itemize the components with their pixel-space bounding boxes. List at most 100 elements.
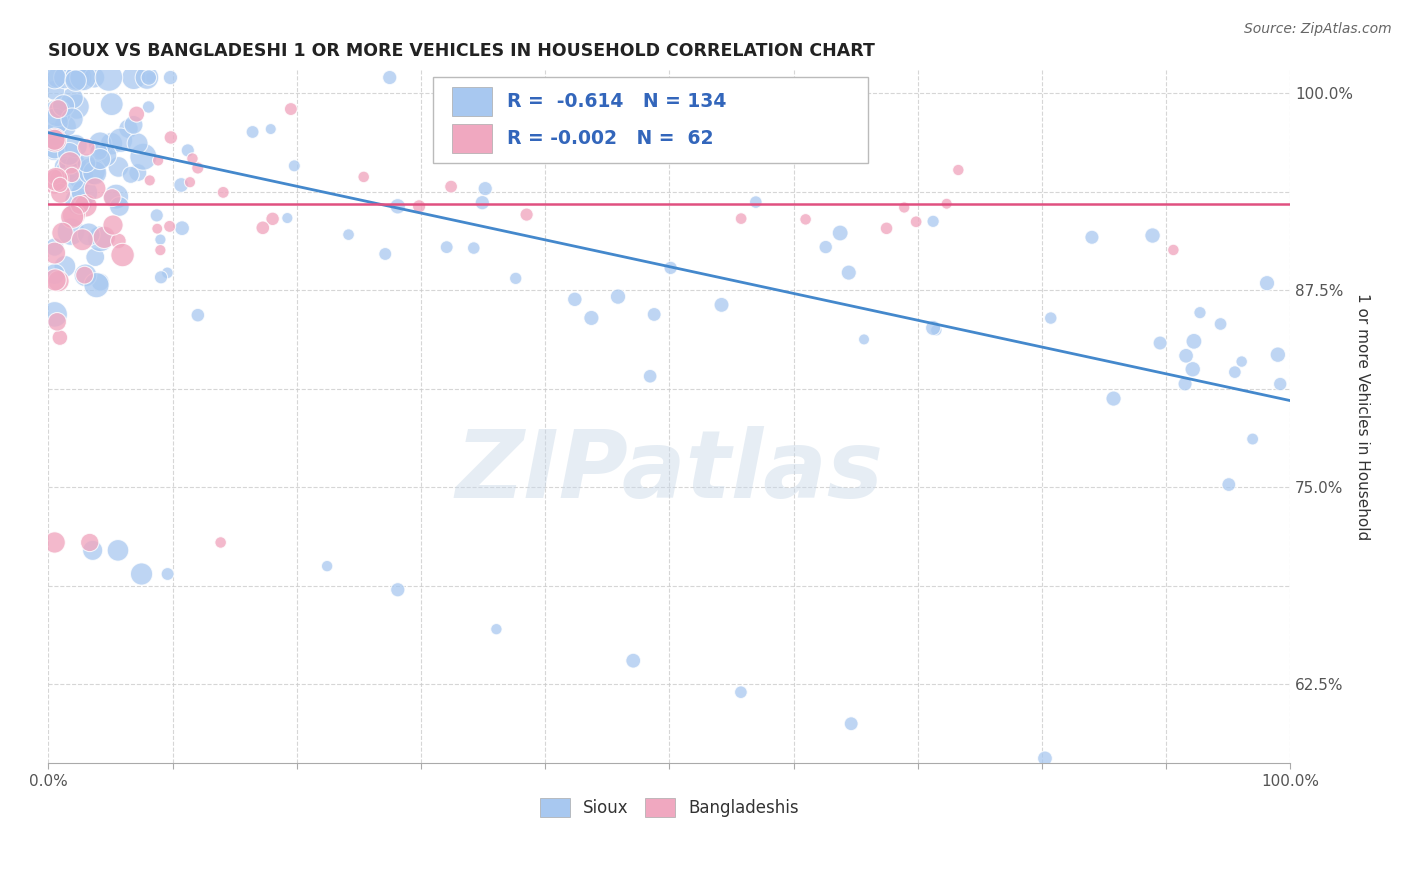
Point [1039,311,1062,326]
Point [139,173,162,187]
Legend: Sioux, Bangladeshis: Sioux, Bangladeshis [533,791,806,824]
Point [69,198,91,212]
Point [387,199,409,213]
Point [65,139,87,153]
Point [745,195,768,210]
Point [1223,365,1246,379]
Point [922,214,945,228]
Point [794,212,817,227]
Point [138,100,160,114]
Point [607,290,630,304]
Point [122,70,145,85]
Point [131,566,153,581]
Point [1230,354,1253,368]
Point [1142,228,1164,243]
Point [925,323,948,337]
Point [44,267,66,281]
Point [138,70,160,85]
Point [659,260,682,275]
Point [948,163,970,178]
Point [75,199,97,213]
Point [814,240,837,254]
Point [1081,230,1104,244]
Text: SIOUX VS BANGLADESHI 1 OR MORE VEHICLES IN HOUSEHOLD CORRELATION CHART: SIOUX VS BANGLADESHI 1 OR MORE VEHICLES … [48,42,876,60]
Point [621,654,644,668]
Point [53,260,76,274]
Point [581,310,603,325]
Point [82,543,104,558]
Point [69,70,91,85]
Point [276,211,298,225]
Point [170,221,193,235]
Point [87,145,110,159]
Point [53,160,76,174]
Point [463,241,485,255]
Point [1149,336,1171,351]
Point [51,226,73,240]
Point [94,148,117,162]
Point [187,308,209,322]
Bar [453,124,492,153]
Point [127,136,149,151]
Point [89,232,111,246]
Point [1102,392,1125,406]
Point [72,70,94,85]
Text: R =  -0.614   N = 134: R = -0.614 N = 134 [506,92,725,111]
FancyBboxPatch shape [433,77,868,163]
Point [83,70,105,85]
Point [60,168,83,182]
Point [46,102,69,116]
Point [150,270,173,285]
Point [839,716,862,731]
Point [1175,349,1198,363]
Point [922,321,945,335]
Point [471,195,494,210]
Point [53,70,76,85]
Point [474,181,496,195]
Point [110,133,132,147]
Point [156,266,179,280]
Point [212,186,235,200]
Point [60,112,83,127]
Point [45,172,67,186]
Point [316,559,339,574]
Point [1174,376,1197,391]
Point [89,136,111,151]
Point [139,70,162,85]
Point [67,70,90,85]
Point [89,275,111,289]
Point [516,208,538,222]
Point [187,161,209,175]
Point [252,220,274,235]
Point [136,70,159,85]
Text: R = -0.002   N =  62: R = -0.002 N = 62 [506,129,713,148]
Point [44,169,66,184]
Point [60,162,83,177]
Point [97,70,120,85]
Point [353,169,375,184]
Point [79,535,101,549]
Point [46,315,69,329]
Point [69,169,91,184]
Point [1188,305,1211,319]
Point [111,248,134,262]
Point [725,109,748,123]
Point [48,274,70,288]
Point [65,158,87,172]
Point [122,118,145,132]
Point [1241,432,1264,446]
Bar [453,87,492,116]
Point [44,140,66,154]
Point [564,293,586,307]
Point [838,266,860,280]
Point [65,100,87,114]
Point [120,168,142,182]
Point [52,99,75,113]
Point [93,230,115,244]
Point [730,211,752,226]
Point [44,141,66,155]
Point [66,70,89,85]
Point [63,208,86,222]
Point [1218,477,1240,491]
Point [1163,243,1185,257]
